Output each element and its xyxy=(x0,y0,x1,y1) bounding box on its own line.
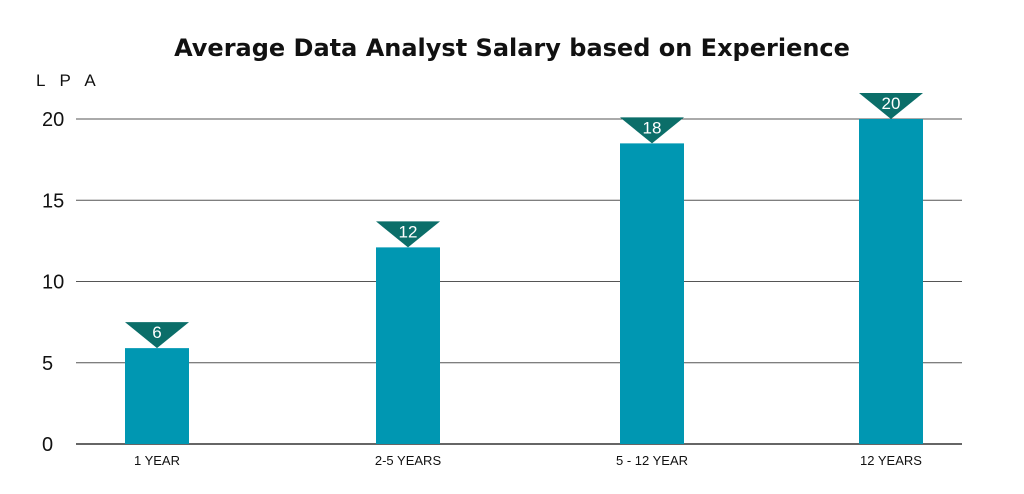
data-label-marker xyxy=(859,93,923,119)
data-label: 18 xyxy=(643,118,662,137)
bar xyxy=(376,247,440,444)
y-tick-label: 10 xyxy=(42,272,64,294)
data-label: 12 xyxy=(399,222,418,241)
y-tick-label: 15 xyxy=(42,190,64,212)
data-label-marker xyxy=(376,221,440,248)
y-tick-label: 0 xyxy=(42,434,53,456)
x-tick-label: 12 YEARS xyxy=(860,453,922,468)
gridlines xyxy=(76,118,962,445)
y-tick-label: 5 xyxy=(42,353,53,375)
bars xyxy=(125,119,923,444)
bar xyxy=(859,119,923,444)
data-label: 20 xyxy=(882,94,901,113)
chart-title: Average Data Analyst Salary based on Exp… xyxy=(174,34,850,62)
data-label: 6 xyxy=(152,323,161,342)
y-tick-label: 20 xyxy=(42,109,64,131)
data-label-marker xyxy=(125,322,189,349)
data-label-markers: 6 12 18 20 xyxy=(125,93,923,349)
x-tick-label: 5 - 12 YEAR xyxy=(616,453,688,468)
x-axis-ticks: 1 YEAR 2-5 YEARS 5 - 12 YEAR 12 YEARS xyxy=(134,453,922,468)
x-tick-label: 1 YEAR xyxy=(134,453,180,468)
bar xyxy=(620,143,684,444)
data-label-marker xyxy=(620,117,684,144)
bar xyxy=(125,348,189,444)
x-tick-label: 2-5 YEARS xyxy=(375,453,442,468)
y-axis-label: L P A xyxy=(36,71,101,90)
y-axis-ticks: 0 5 10 15 20 xyxy=(42,109,64,456)
